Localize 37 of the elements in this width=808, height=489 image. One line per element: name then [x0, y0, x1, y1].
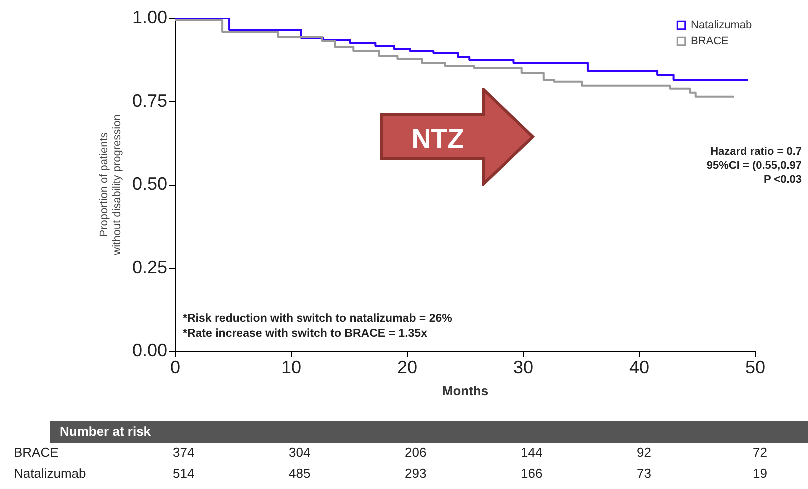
- text: 92: [637, 445, 652, 460]
- x-tick-label: 0: [170, 358, 181, 378]
- x-tick-label: 30: [513, 358, 534, 378]
- annotation: NTZ: [412, 124, 464, 154]
- y-axis-title: Proportion of patients without disability progression: [98, 114, 124, 256]
- text: 514: [173, 466, 195, 481]
- text: 144: [521, 445, 543, 460]
- text: 293: [405, 466, 427, 481]
- y-tick-label: 0.50: [132, 174, 168, 194]
- x-tick-label: 10: [281, 358, 302, 378]
- annotation: *Rate increase with switch to BRACE = 1.35x: [183, 328, 428, 340]
- text: 19: [753, 466, 768, 481]
- text: BRACE: [14, 445, 59, 460]
- text: 374: [173, 445, 195, 460]
- annotation: 95%CI = (0.55,0.97: [706, 160, 802, 172]
- legend-label: Natalizumab: [691, 20, 752, 32]
- annotation: Hazard ratio = 0.7: [710, 146, 802, 158]
- x-tick-label: 20: [397, 358, 418, 378]
- text: 485: [289, 466, 311, 481]
- text: Number at risk: [60, 424, 152, 439]
- y-tick-label: 0.25: [132, 257, 168, 278]
- annotation: *Risk reduction with switch to natalizumab = 26%: [183, 313, 452, 325]
- x-axis-title: Months: [442, 384, 489, 398]
- text: 73: [637, 466, 652, 481]
- legend-label: BRACE: [691, 36, 729, 48]
- x-tick-label: 40: [629, 358, 650, 378]
- y-tick-label: 0.00: [132, 340, 168, 360]
- arrow-icon: NTZ: [380, 88, 536, 186]
- y-tick-label: 0.75: [132, 90, 168, 111]
- text: P <0.03: [764, 174, 802, 186]
- text: 72: [753, 445, 768, 460]
- x-tick-label: 50: [745, 358, 766, 378]
- text: 206: [405, 445, 427, 460]
- text: 166: [521, 466, 543, 481]
- text: Natalizumab: [14, 466, 86, 481]
- y-tick-label: 1.00: [132, 8, 168, 28]
- text: 304: [289, 445, 311, 460]
